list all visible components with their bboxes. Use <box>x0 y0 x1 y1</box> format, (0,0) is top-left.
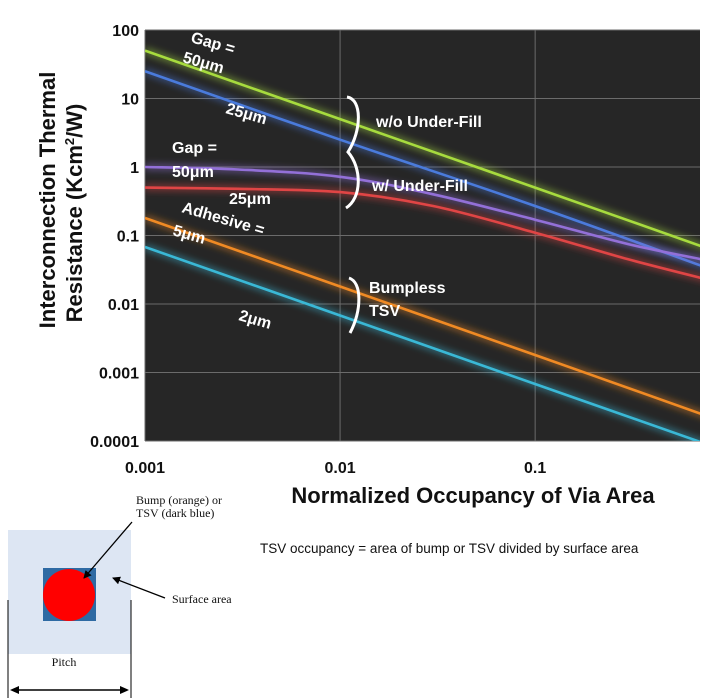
series-1-line <box>145 69 700 267</box>
surface-area-arrow <box>112 576 166 599</box>
x-tick-label: 0.1 <box>524 460 546 477</box>
series-3-line <box>145 186 700 280</box>
bump-arrow <box>83 521 133 579</box>
x-tick-label: 0.001 <box>125 460 165 477</box>
y-tick-label: 10 <box>121 92 139 109</box>
bump-circle <box>43 569 95 621</box>
series-5-line <box>145 245 700 441</box>
pitch-label: Pitch <box>52 655 77 669</box>
bump-label-line2: TSV (dark blue) <box>136 506 214 520</box>
y-axis-title-unit-sup: 2 <box>62 138 77 145</box>
surface-area-label: Surface area <box>172 592 232 606</box>
pitch-arrow-left <box>10 686 19 694</box>
series-2-line <box>145 165 700 261</box>
y-axis-title-line2: Resistance (Kcm2/W) <box>62 104 87 323</box>
series-4-line <box>145 216 700 415</box>
series-group <box>145 47 700 441</box>
y-axis-title-line1: Interconnection Thermal <box>35 72 60 329</box>
annotation-gap-mid-line1: Gap = <box>172 140 217 157</box>
x-tick-label: 0.01 <box>325 460 356 477</box>
annotation-gap-mid-line2: 50μm <box>172 164 214 181</box>
pitch-arrow-right <box>120 686 129 694</box>
y-tick-label: 0.1 <box>117 229 139 246</box>
annotation-bumpless-line1: Bumpless <box>369 280 446 297</box>
tick-labels: 0.001 0.01 0.1 100 10 1 0.1 0.01 0.001 0.0001 <box>90 23 546 477</box>
brace-underfill <box>345 95 360 210</box>
y-axis-title-unit-post: /W) <box>62 104 87 138</box>
series-0-line <box>145 49 700 248</box>
annotation-gap-mid-25um: 25μm <box>229 191 271 208</box>
annotation-bumpless-line2: TSV <box>369 303 400 320</box>
x-axis-title: Normalized Occupancy of Via Area <box>291 483 655 508</box>
y-axis-title-unit-pre: Resistance (Kcm <box>62 145 87 322</box>
y-tick-label: 0.001 <box>99 366 139 383</box>
annotation-wo-underfill: w/o Under-Fill <box>375 114 482 131</box>
y-tick-label: 1 <box>130 160 139 177</box>
y-tick-label: 0.01 <box>108 297 139 314</box>
annotation-w-underfill: w/ Under-Fill <box>371 178 468 195</box>
brace-bumpless <box>348 276 361 334</box>
bump-label-line1: Bump (orange) or <box>136 493 222 507</box>
y-tick-label: 100 <box>112 23 139 40</box>
occupancy-caption: TSV occupancy = area of bump or TSV divi… <box>260 541 639 556</box>
y-tick-label: 0.0001 <box>90 434 139 451</box>
